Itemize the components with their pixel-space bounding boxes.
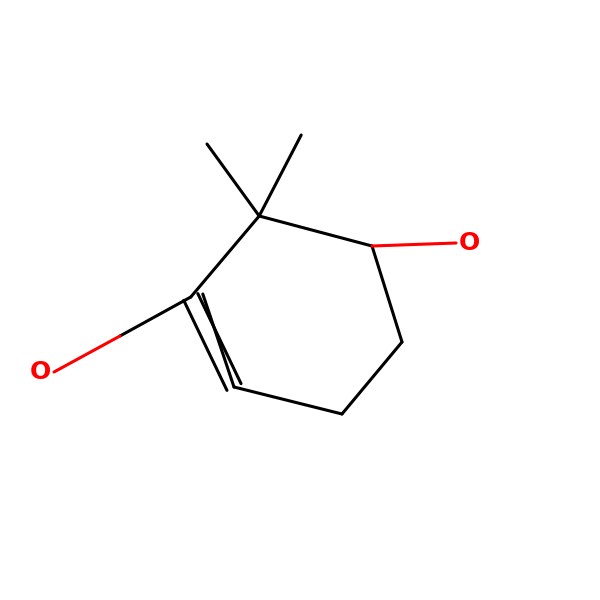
Text: O: O [30,360,51,384]
Text: O: O [459,231,480,255]
